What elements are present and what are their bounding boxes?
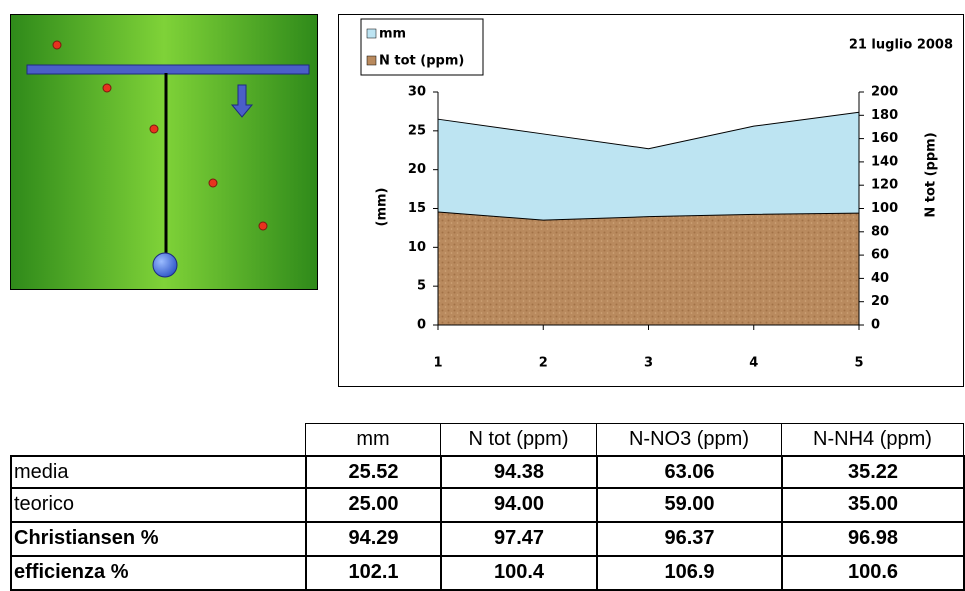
y-tick-label: 25	[408, 123, 426, 138]
x-tick-label: 2	[539, 356, 548, 371]
column-header: mm	[305, 423, 441, 456]
sprinkler-diagram	[10, 14, 318, 290]
field	[11, 15, 317, 289]
column-header: N tot (ppm)	[440, 423, 597, 456]
y2-tick-label: 160	[871, 131, 898, 146]
x-tick-label: 3	[644, 356, 653, 371]
cell-value: 94.00	[440, 487, 598, 523]
cell-value: 102.1	[305, 555, 442, 591]
chart: 21 luglio 2008 (mm) N tot (ppm) 05101520…	[338, 14, 964, 387]
y2-axis-label: N tot (ppm)	[924, 132, 939, 217]
legend-swatch	[367, 29, 376, 38]
row-label: media	[10, 455, 307, 489]
y2-tick-label: 80	[871, 224, 889, 239]
y2-tick-label: 140	[871, 154, 898, 169]
y2-tick-label: 180	[871, 108, 898, 123]
cell-value: 35.00	[781, 487, 965, 523]
cell-value: 96.98	[781, 521, 965, 557]
legend-swatch	[367, 56, 376, 65]
y2-tick-label: 20	[871, 294, 889, 309]
x-tick-label: 5	[854, 356, 863, 371]
cell-value: 25.52	[305, 455, 442, 489]
row-label: Christiansen %	[10, 521, 307, 557]
cell-value: 94.29	[305, 521, 442, 557]
y2-tick-label: 200	[871, 85, 898, 100]
cell-value: 100.6	[781, 555, 965, 591]
y-tick-label: 5	[417, 279, 426, 294]
cell-value: 59.00	[596, 487, 783, 523]
legend-label: mm	[379, 27, 406, 42]
y2-tick-label: 60	[871, 248, 889, 263]
x-tick-label: 1	[433, 356, 442, 371]
y-tick-label: 10	[408, 240, 426, 255]
legend-label: N tot (ppm)	[379, 54, 464, 69]
y2-tick-label: 0	[871, 318, 880, 333]
y2-tick-label: 120	[871, 178, 898, 193]
y2-tick-label: 100	[871, 201, 898, 216]
cell-value: 94.38	[440, 455, 598, 489]
row-label: efficienza %	[10, 555, 307, 591]
cell-value: 35.22	[781, 455, 965, 489]
area-texture	[438, 212, 859, 325]
y-tick-label: 15	[408, 201, 426, 216]
lateral-pipe	[27, 65, 309, 74]
y-tick-label: 20	[408, 162, 426, 177]
cell-value: 63.06	[596, 455, 783, 489]
page: {"chart_data": {"type": "area", "title":…	[0, 0, 965, 591]
cell-value: 106.9	[596, 555, 783, 591]
cell-value: 25.00	[305, 487, 442, 523]
x-tick-label: 4	[749, 356, 758, 371]
row-label: teorico	[10, 487, 307, 523]
cell-value: 100.4	[440, 555, 598, 591]
cell-value: 97.47	[440, 521, 598, 557]
y-axis-label: (mm)	[375, 188, 390, 227]
y-tick-label: 0	[417, 318, 426, 333]
chart-title: 21 luglio 2008	[849, 38, 953, 53]
column-header: N-NO3 (ppm)	[596, 423, 782, 456]
column-header: N-NH4 (ppm)	[781, 423, 964, 456]
cell-value: 96.37	[596, 521, 783, 557]
collector	[153, 253, 177, 277]
y-tick-label: 30	[408, 85, 426, 100]
y2-tick-label: 40	[871, 271, 889, 286]
